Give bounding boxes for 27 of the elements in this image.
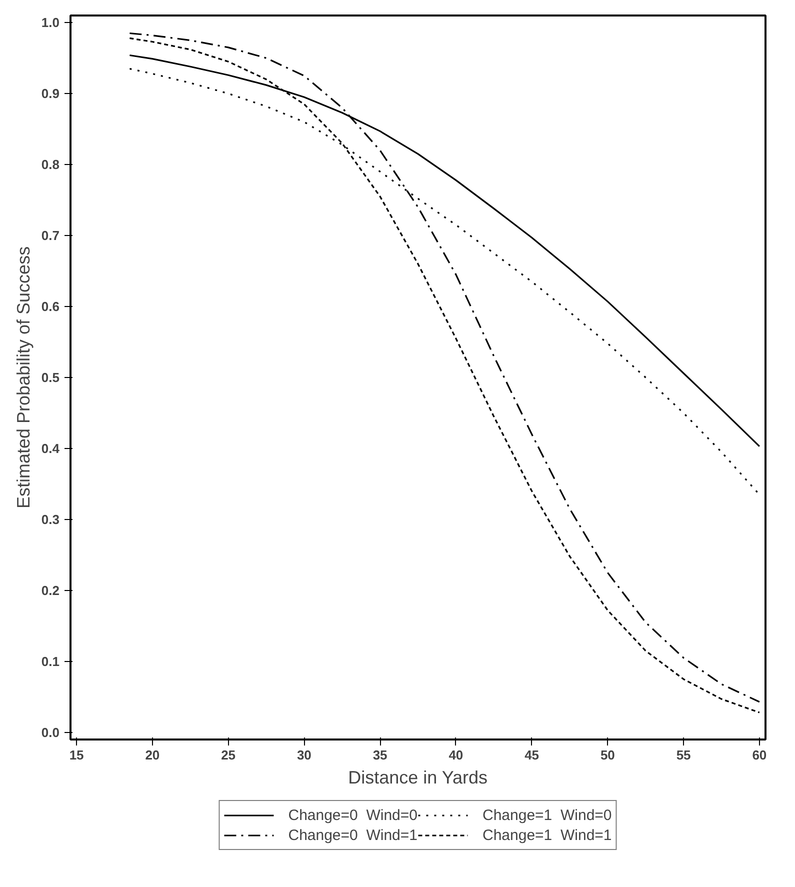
y-tick-label: 0.8	[41, 157, 60, 172]
y-tick-label: 0.2	[41, 582, 60, 598]
x-tick-label: 35	[372, 748, 388, 762]
y-tick-label: 0.5	[41, 370, 60, 385]
x-tick-label: 45	[524, 748, 540, 762]
x-tick-label: 20	[145, 748, 160, 762]
x-tick-label: 15	[69, 748, 84, 762]
legend-label: Change=0 Wind=1	[288, 826, 418, 844]
legend-label: Change=1 Wind=0	[482, 806, 612, 824]
x-tick-label: 40	[448, 748, 464, 762]
y-tick-label: 0.9	[41, 86, 60, 102]
y-tick-label: 0.3	[41, 512, 60, 527]
x-axis-title: Distance in Yards	[348, 768, 488, 788]
y-tick-label: 0.7	[41, 228, 60, 244]
x-tick-label: 30	[296, 748, 312, 762]
y-tick-label: 0.0	[41, 724, 60, 740]
legend-label: Change=0 Wind=0	[288, 806, 418, 824]
y-tick-label: 1.0	[41, 15, 60, 30]
y-tick-label: 0.1	[41, 654, 60, 669]
y-tick-label: 0.4	[41, 440, 60, 456]
y-tick-label: 0.6	[41, 299, 60, 314]
y-axis-title: Estimated Probability of Success	[13, 246, 34, 509]
x-tick-label: 25	[221, 748, 236, 762]
x-tick-label: 60	[752, 748, 767, 762]
x-tick-label: 50	[600, 748, 615, 762]
x-tick-label: 55	[676, 748, 691, 762]
legend-label: Change=1 Wind=1	[482, 826, 612, 844]
